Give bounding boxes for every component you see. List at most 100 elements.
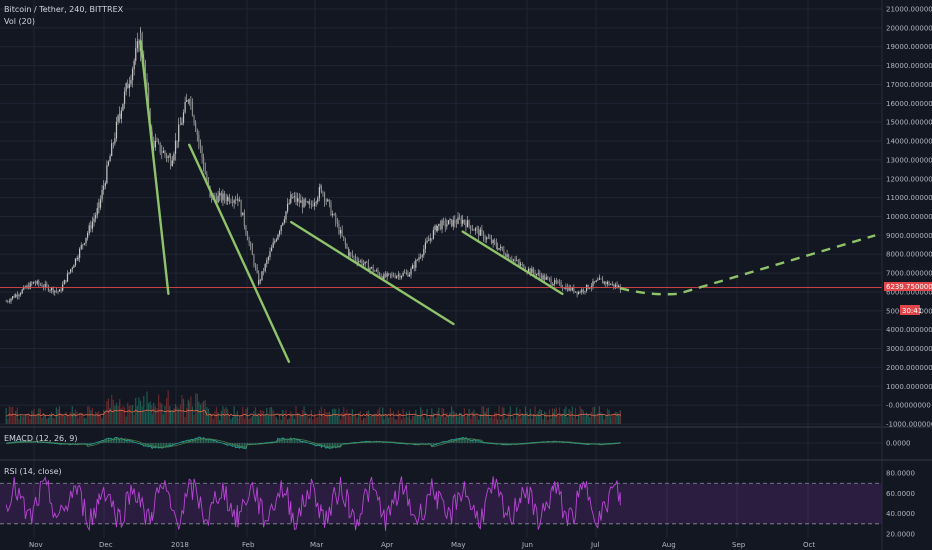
- volume-bar: [579, 406, 581, 424]
- x-tick-label: 2018: [171, 541, 189, 549]
- rsi-line: [5, 476, 621, 532]
- volume-bar: [396, 419, 398, 424]
- y-tick-label: 11000.00000000: [886, 194, 932, 202]
- candle-body: [162, 150, 164, 153]
- volume-bar: [264, 414, 266, 424]
- candle-body: [179, 124, 181, 126]
- candle-body: [312, 204, 314, 206]
- macd-histogram-bar: [224, 443, 226, 444]
- volume-bar: [560, 413, 562, 424]
- candle-body: [256, 267, 258, 273]
- volume-bar: [614, 411, 617, 424]
- macd-histogram-bar: [198, 437, 200, 443]
- candle-body: [203, 157, 205, 169]
- candle-body: [581, 289, 583, 293]
- macd-histogram-bar: [209, 439, 211, 443]
- volume-bar: [590, 411, 592, 424]
- candle-body: [186, 100, 188, 102]
- candle-body: [258, 280, 260, 285]
- volume-bar: [11, 406, 14, 424]
- candle-body: [619, 289, 621, 291]
- macd-histogram-bar: [214, 440, 216, 443]
- candle-body: [101, 189, 103, 200]
- volume-bar: [558, 407, 561, 424]
- volume-bar: [471, 411, 473, 424]
- volume-bar: [359, 411, 361, 424]
- volume-bar: [341, 412, 343, 424]
- candle-body: [372, 267, 374, 272]
- volume-bar: [479, 413, 481, 424]
- candle-body: [220, 192, 222, 201]
- trend-lines[interactable]: [139, 39, 564, 363]
- macd-histogram-bar: [193, 439, 195, 443]
- candle-body: [438, 223, 440, 226]
- volume-bar: [489, 417, 491, 424]
- candle-body: [540, 275, 543, 280]
- volume-bar: [225, 407, 227, 424]
- macd-histogram-bar: [431, 443, 433, 447]
- candle-body: [135, 48, 137, 61]
- volume-bar: [71, 406, 73, 424]
- candle-body: [424, 242, 427, 249]
- candle-body: [350, 252, 352, 254]
- candle-body: [90, 225, 92, 229]
- volume-bar: [286, 419, 289, 424]
- macd-histogram-bar: [322, 443, 324, 446]
- macd-histogram-bar: [170, 443, 172, 447]
- volume-bar: [514, 418, 516, 424]
- volume-bar: [576, 419, 578, 424]
- macd-histogram-bar: [446, 441, 448, 443]
- candle-body: [610, 284, 612, 285]
- x-tick-label: Jun: [521, 541, 533, 549]
- candle-body: [348, 252, 350, 256]
- volume-bar: [151, 404, 153, 424]
- volume-bar: [568, 409, 570, 424]
- candle-body: [130, 80, 132, 85]
- macd-histogram-bar: [324, 443, 326, 447]
- macd-histogram-bar: [555, 441, 557, 443]
- macd-histogram-bar: [475, 440, 477, 443]
- volume-bar: [547, 419, 549, 424]
- volume-bar: [171, 410, 173, 424]
- volume-bar: [93, 414, 95, 424]
- y-tick-label: 19000.00000000: [886, 43, 932, 51]
- candle-body: [494, 240, 496, 243]
- y-tick-label: 18000.00000000: [886, 62, 932, 70]
- macd-histogram-bar: [478, 440, 480, 443]
- candle-body: [412, 265, 414, 269]
- volume-bar: [228, 415, 230, 424]
- candle-body: [595, 280, 597, 283]
- macd-histogram-bar: [212, 440, 214, 443]
- candle-body: [452, 219, 454, 227]
- volume-bar: [468, 408, 470, 424]
- candle-body: [280, 225, 282, 232]
- candle-body: [335, 214, 337, 223]
- volume-bar: [413, 415, 415, 424]
- candle-body: [133, 60, 135, 70]
- projection-line[interactable]: [619, 234, 876, 296]
- candle-body: [399, 274, 401, 278]
- projection-path[interactable]: [619, 234, 876, 296]
- volume-bar: [449, 412, 451, 424]
- candle-body: [123, 91, 126, 104]
- candle-body: [359, 260, 361, 262]
- trend-line[interactable]: [188, 143, 291, 363]
- volume-bar: [374, 413, 376, 424]
- volume-bar: [528, 418, 530, 424]
- macd-histogram-bar: [298, 439, 300, 443]
- x-tick-label: Aug: [662, 541, 676, 549]
- trend-line[interactable]: [290, 220, 455, 326]
- candle-body: [238, 200, 241, 202]
- macd-histogram-bar: [375, 441, 377, 443]
- candle-body: [96, 208, 98, 216]
- trend-line[interactable]: [139, 39, 170, 296]
- volume-bar: [31, 410, 33, 424]
- macd-histogram-bar: [465, 437, 467, 443]
- candle-body: [520, 264, 522, 266]
- volume-bar: [462, 414, 464, 424]
- candle-body: [39, 284, 41, 286]
- volume-bar: [327, 412, 329, 424]
- volume-bar: [410, 419, 412, 424]
- trend-line[interactable]: [461, 230, 564, 296]
